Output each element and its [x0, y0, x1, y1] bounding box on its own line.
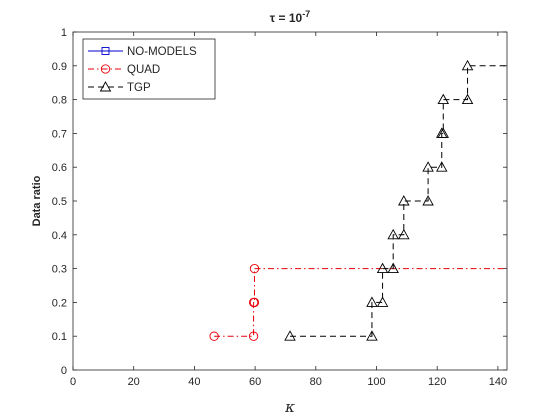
x-tick-label: 60 — [249, 376, 261, 388]
x-tick-label: 120 — [428, 376, 446, 388]
data-point — [461, 93, 474, 105]
legend-label: QUAD — [127, 64, 160, 76]
x-tick-label: 0 — [70, 376, 76, 388]
y-tick-label: 0.4 — [52, 230, 67, 242]
data-point — [387, 262, 399, 274]
legend-label: NO-MODELS — [127, 46, 197, 58]
y-tick-label: 0.7 — [52, 128, 67, 140]
data-point — [249, 297, 260, 308]
data-point — [366, 296, 378, 307]
data-point — [398, 228, 410, 240]
data-point — [398, 195, 410, 206]
data-point — [461, 59, 474, 71]
data-point — [435, 161, 448, 172]
y-tick-label: 0.5 — [52, 196, 67, 208]
y-tick-label: 0.8 — [52, 95, 67, 107]
y-tick-label: 0 — [61, 365, 67, 377]
data-point — [387, 228, 399, 240]
series-quad — [209, 263, 507, 341]
y-tick-label: 0.2 — [52, 297, 67, 309]
y-axis-label: Data ratio — [31, 175, 43, 226]
data-point — [249, 263, 260, 274]
chart-title: τ = 10-7 — [270, 9, 310, 25]
x-tick-label: 20 — [128, 376, 140, 388]
data-point — [422, 195, 434, 206]
data-point — [437, 127, 450, 138]
legend-label: TGP — [127, 82, 151, 94]
data-point — [437, 93, 450, 105]
x-tick-label: 40 — [188, 376, 200, 388]
data-point — [422, 161, 434, 172]
y-tick-label: 0.1 — [52, 331, 67, 343]
series-line — [290, 65, 507, 337]
series-line — [214, 268, 507, 337]
y-tick-label: 0.6 — [52, 162, 67, 174]
x-tick-label: 100 — [367, 376, 385, 388]
y-tick-label: 0.3 — [52, 264, 67, 276]
data-point — [209, 331, 219, 341]
y-tick-label: 0.9 — [52, 61, 67, 73]
data-point — [248, 331, 259, 341]
legend-marker — [99, 81, 112, 92]
data-point — [376, 296, 389, 307]
legend-marker — [101, 47, 110, 55]
x-tick-label: 80 — [310, 376, 322, 388]
legend-marker — [100, 64, 111, 74]
series-tgp — [284, 59, 507, 341]
series-layer — [209, 59, 507, 341]
data-point — [366, 330, 378, 341]
axes: 0 20 40 60 80 100 120 140 0 0.1 0.2 0.3 0.4 0.5 0.6 0.7… — [52, 27, 508, 388]
x-tick-label: 140 — [489, 376, 507, 388]
y-tick-label: 1 — [61, 27, 67, 39]
chart-title-exponent: -7 — [302, 9, 310, 19]
data-point — [284, 330, 296, 341]
x-axis-label: κ — [284, 398, 295, 416]
data-point — [376, 262, 389, 274]
chart-title-prefix: τ = 10 — [270, 11, 303, 25]
legend: NO-MODELS QUAD TGP — [82, 38, 216, 100]
